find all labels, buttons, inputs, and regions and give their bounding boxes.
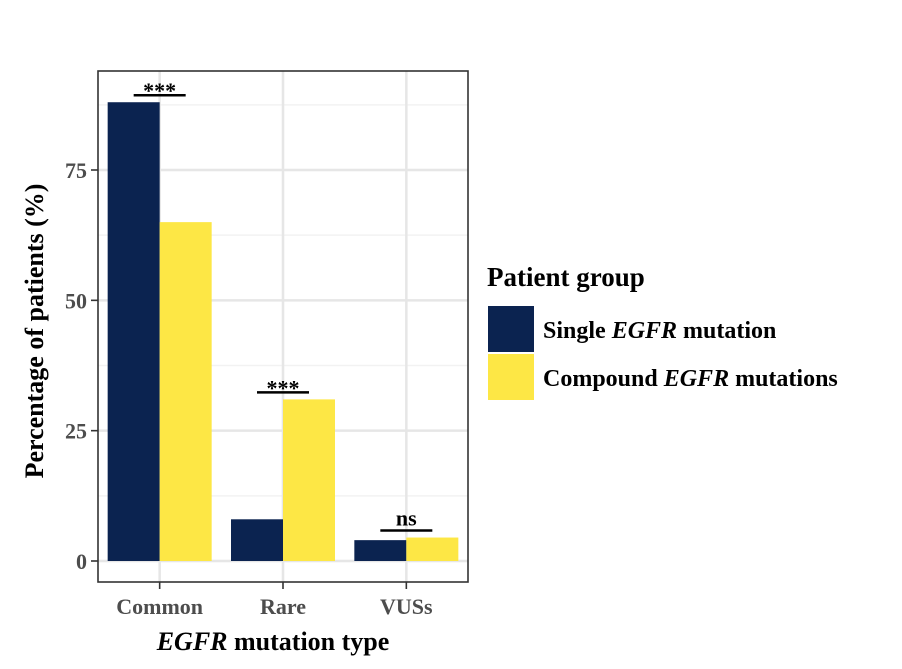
legend-label-single-italic: EGFR <box>611 318 677 344</box>
legend: Patient group Single EGFR mutation Compo… <box>487 262 838 400</box>
y-axis: 0 25 50 75 <box>65 158 98 574</box>
significance-label: ns <box>396 506 417 531</box>
legend-swatch-single <box>488 306 534 352</box>
significance-label: *** <box>143 78 176 103</box>
significance-annotations: *** *** ns <box>133 78 433 532</box>
legend-label-single-pre: Single <box>543 318 612 344</box>
bar-compound-rare <box>283 399 335 561</box>
bars <box>107 102 459 561</box>
significance-label: *** <box>267 375 300 400</box>
bar-single-vuss <box>354 540 407 561</box>
y-tick-label: 0 <box>76 549 87 574</box>
bar-compound-vuss <box>406 537 459 561</box>
legend-label-single-post: mutation <box>677 318 776 344</box>
y-tick-label: 25 <box>65 419 87 444</box>
x-axis-title: EGFR mutation type <box>156 627 390 656</box>
legend-label-compound-pre: Compound <box>543 366 664 392</box>
legend-label-compound: Compound EGFR mutations <box>543 366 838 392</box>
legend-label-compound-post: mutations <box>729 366 838 392</box>
bar-single-rare <box>231 519 283 561</box>
legend-label-compound-italic: EGFR <box>663 366 729 392</box>
x-axis-title-rest: mutation type <box>228 627 390 656</box>
legend-swatch-compound <box>488 354 534 400</box>
x-tick-label-vuss: VUSs <box>380 594 433 619</box>
x-axis-title-italic: EGFR <box>156 627 228 656</box>
y-tick-label: 50 <box>65 288 87 313</box>
bar-compound-common <box>159 222 212 561</box>
x-tick-label-common: Common <box>116 594 203 619</box>
bar-single-common <box>107 102 160 561</box>
y-tick-label: 75 <box>65 158 87 183</box>
x-axis: Common Rare VUSs <box>116 582 433 619</box>
legend-title: Patient group <box>487 262 645 292</box>
y-axis-title: Percentage of patients (%) <box>20 184 49 479</box>
x-tick-label-rare: Rare <box>260 594 306 619</box>
legend-label-single: Single EGFR mutation <box>543 318 776 344</box>
